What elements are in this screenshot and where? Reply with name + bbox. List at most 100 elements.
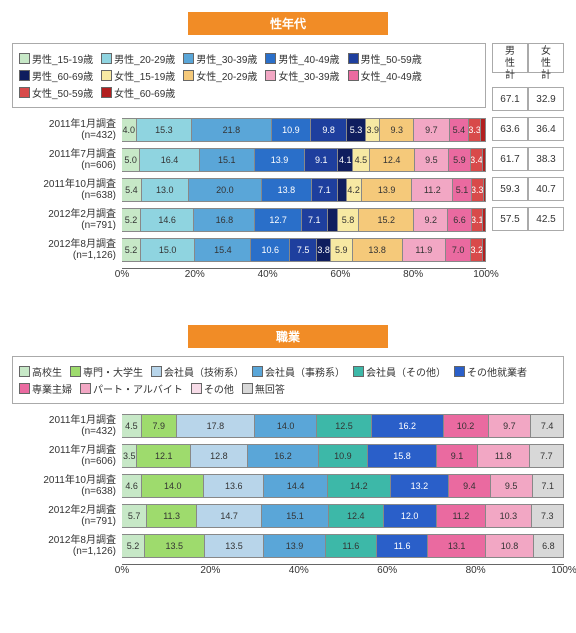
legend-label: 男性_50-59歳 — [361, 51, 422, 66]
bar-segment: 5.4 — [122, 179, 142, 201]
bar-segment: 6.6 — [448, 209, 472, 231]
bar-segment: 5.8 — [338, 209, 359, 231]
axis-tick: 60% — [377, 565, 397, 576]
bar-segment: 3.5 — [122, 445, 137, 467]
bar-segment: 4.2 — [347, 179, 362, 201]
stacked-bar: 4.57.917.814.012.516.210.29.77.4 — [122, 414, 564, 438]
bar-row: 2011年10月調査(n=638)4.614.013.614.414.213.2… — [12, 474, 564, 498]
bar-segment — [483, 209, 486, 231]
side-row: 61.738.3 — [492, 147, 564, 171]
bar-segment: 5.2 — [122, 239, 141, 261]
side-row: 57.542.5 — [492, 207, 564, 231]
stacked-bar: 5.016.415.113.99.14.14.512.49.55.93.4 — [122, 148, 486, 172]
axis-tick: 40% — [289, 565, 309, 576]
bar-segment: 10.8 — [486, 535, 534, 557]
chart1-axis: 0%20%40%60%80%100% — [122, 268, 486, 285]
bar-segment: 13.0 — [142, 179, 189, 201]
stacked-bar: 5.413.020.013.87.14.213.911.25.13.3 — [122, 178, 486, 202]
bar-segment: 7.1 — [533, 475, 564, 497]
bar-segment: 5.9 — [331, 239, 352, 261]
bar-segment: 5.3 — [347, 119, 366, 141]
bar-segment: 10.9 — [272, 119, 312, 141]
legend-label: 無回答 — [255, 381, 285, 396]
swatch — [454, 366, 465, 377]
legend-item: 男性_40-49歳 — [265, 51, 339, 66]
bar-segment: 11.2 — [412, 179, 453, 201]
swatch — [252, 366, 263, 377]
stacked-bar: 5.711.314.715.112.412.011.210.37.3 — [122, 504, 564, 528]
bar-segment: 5.1 — [453, 179, 472, 201]
bar-row: 2012年2月調査(n=791)5.214.616.812.77.15.815.… — [12, 208, 486, 232]
bar-segment: 15.8 — [368, 445, 438, 467]
bar-segment: 10.9 — [319, 445, 367, 467]
legend-label: 女性_15-19歳 — [114, 68, 175, 83]
bar-row: 2011年1月調査(n=432)4.57.917.814.012.516.210… — [12, 414, 564, 438]
legend-item: 男性_20-29歳 — [101, 51, 175, 66]
bar-segment: 14.0 — [255, 415, 317, 437]
stacked-bar: 5.213.513.513.911.611.613.110.86.8 — [122, 534, 564, 558]
bar-segment — [484, 179, 486, 201]
legend-item: 男性_50-59歳 — [348, 51, 422, 66]
bar-segment: 14.7 — [197, 505, 262, 527]
stacked-bar: 4.015.321.810.99.85.33.99.39.75.43.3 — [122, 118, 486, 142]
chart1-title: 性年代 — [188, 12, 388, 35]
bar-segment: 13.5 — [145, 535, 205, 557]
bar-segment: 4.0 — [122, 119, 137, 141]
bar-segment: 15.1 — [262, 505, 329, 527]
legend-label: 女性_50-59歳 — [32, 85, 93, 100]
bar-segment: 13.8 — [262, 179, 312, 201]
bar-segment: 10.6 — [251, 239, 290, 261]
legend-item: 女性_20-29歳 — [183, 68, 257, 83]
bar-segment: 14.4 — [264, 475, 328, 497]
row-label: 2012年2月調査(n=791) — [12, 505, 122, 527]
legend-item: 専業主婦 — [19, 381, 72, 396]
bar-segment: 3.4 — [471, 149, 483, 171]
stacked-bar: 5.214.616.812.77.15.815.29.26.63.1 — [122, 208, 486, 232]
chart1-rows: 2011年1月調査(n=432)4.015.321.810.99.85.33.9… — [12, 118, 486, 262]
legend-label: 専業主婦 — [32, 381, 72, 396]
legend-label: 男性_15-19歳 — [32, 51, 93, 66]
bar-segment: 10.3 — [486, 505, 532, 527]
side-row: 67.132.9 — [492, 87, 564, 111]
row-label: 2011年7月調査(n=606) — [12, 149, 122, 171]
bar-segment: 5.2 — [122, 209, 141, 231]
row-label: 2011年10月調査(n=638) — [12, 475, 122, 497]
legend-item: 男性_30-39歳 — [183, 51, 257, 66]
bar-segment: 5.9 — [449, 149, 470, 171]
bar-segment: 11.6 — [377, 535, 428, 557]
bar-segment: 9.7 — [414, 119, 449, 141]
swatch — [101, 70, 112, 81]
axis-tick: 80% — [466, 565, 486, 576]
bar-segment: 3.1 — [472, 209, 483, 231]
bar-segment: 13.9 — [362, 179, 413, 201]
bar-segment: 16.8 — [194, 209, 255, 231]
legend-item: 女性_60-69歳 — [101, 85, 175, 100]
legend-label: 男性_60-69歳 — [32, 68, 93, 83]
bar-segment: 9.1 — [437, 445, 477, 467]
bar-segment: 7.7 — [530, 445, 564, 467]
bar-segment: 14.0 — [142, 475, 204, 497]
swatch — [191, 383, 202, 394]
chart2-title: 職業 — [188, 325, 388, 348]
swatch — [101, 53, 112, 64]
bar-segment: 3.2 — [471, 239, 483, 261]
bar-segment: 4.5 — [353, 149, 369, 171]
bar-segment: 9.2 — [414, 209, 448, 231]
swatch — [353, 366, 364, 377]
swatch — [348, 70, 359, 81]
stacked-bar: 5.215.015.410.67.53.85.913.811.97.03.2 — [122, 238, 486, 262]
chart2-legend: 高校生専門・大学生会社員（技術系）会社員（事務系）会社員（その他）その他就業者専… — [12, 356, 564, 404]
axis-tick: 20% — [185, 269, 205, 280]
bar-segment: 20.0 — [189, 179, 262, 201]
bar-segment: 7.4 — [531, 415, 564, 437]
swatch — [19, 383, 30, 394]
legend-label: 会社員（その他） — [366, 364, 446, 379]
bar-segment: 9.5 — [491, 475, 533, 497]
bar-segment: 9.4 — [449, 475, 491, 497]
bar-row: 2011年7月調査(n=606)5.016.415.113.99.14.14.5… — [12, 148, 486, 172]
legend-item: 高校生 — [19, 364, 62, 379]
bar-segment: 5.0 — [122, 149, 140, 171]
chart2-rows: 2011年1月調査(n=432)4.57.917.814.012.516.210… — [12, 414, 564, 558]
legend-label: その他就業者 — [467, 364, 527, 379]
legend-item: パート・アルバイト — [80, 381, 183, 396]
